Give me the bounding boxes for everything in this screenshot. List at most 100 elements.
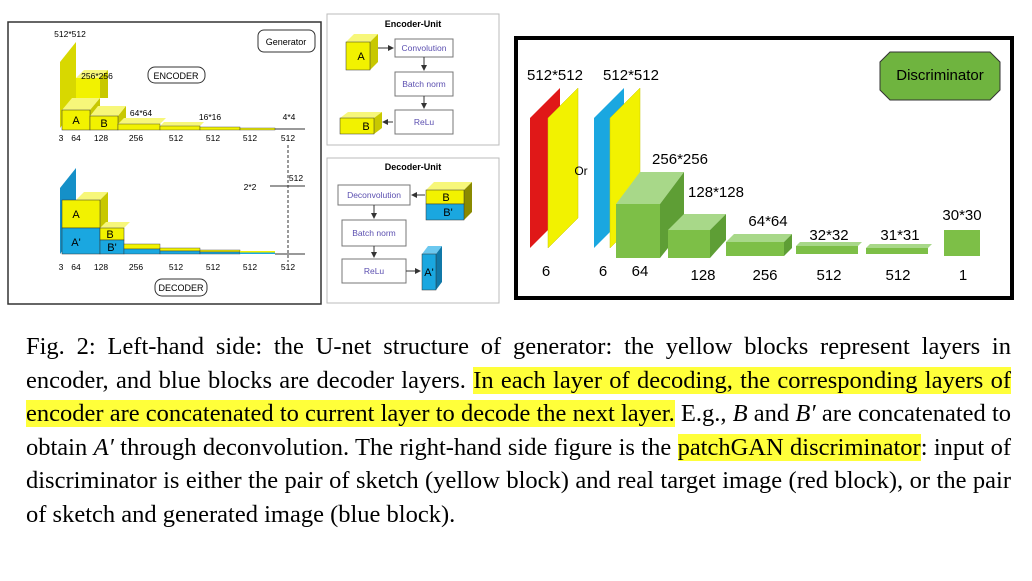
disc-layer-30 — [944, 230, 980, 256]
disc-input-size-2: 512*512 — [603, 67, 659, 84]
generator-frame — [7, 21, 322, 305]
disc-ch-4: 256 — [752, 267, 777, 284]
enc-unit-step-batchnorm-label: Batch norm — [402, 79, 445, 89]
caption-highlight-2: patchGAN discriminator — [677, 433, 921, 461]
decoder-block-a-prime — [61, 227, 101, 255]
bridge-size: 2*2 — [244, 182, 257, 192]
enc-unit-block-a — [345, 41, 371, 71]
encoder-block-16 — [159, 125, 201, 131]
decoder-block-a — [61, 199, 101, 229]
dec-ch-1: 64 — [71, 262, 81, 272]
enc-unit-block-b-label: B — [362, 121, 369, 133]
disc-size-32: 32*32 — [809, 227, 848, 244]
enc-unit-block-a-label: A — [357, 51, 365, 63]
decoder-unit-panel: Decoder-Unit Deconvolution B B' Batch no… — [326, 157, 500, 304]
encoder-label-box — [147, 66, 206, 84]
disc-channels: 6 6 64 128 256 512 512 1 — [542, 263, 967, 284]
encoder-unit-panel: Encoder-Unit A Convolution Batch norm Re… — [326, 13, 500, 146]
generator-title-box — [257, 29, 316, 53]
disc-size-256: 256*256 — [652, 151, 708, 168]
enc-ch-6: 512 — [243, 133, 257, 143]
caption-and: and — [747, 400, 796, 427]
enc-size-64: 64*64 — [130, 108, 152, 118]
disc-ch-3: 128 — [690, 267, 715, 284]
discriminator-panel: Discriminator Or 512*512 512*512 256*256… — [514, 36, 1014, 300]
encoder-block-a-label: A — [72, 115, 80, 127]
enc-unit-step-relu — [394, 109, 454, 135]
generator-panel: Generator A B — [7, 21, 322, 305]
caption-var-b: B — [732, 400, 748, 427]
enc-ch-4: 512 — [169, 133, 183, 143]
discriminator-title-box — [879, 51, 1001, 101]
enc-size-4: 4*4 — [283, 112, 296, 122]
enc-ch-7: 512 — [281, 133, 295, 143]
encoder-blocks: A B — [60, 42, 305, 131]
figure: Generator A B — [7, 13, 1014, 305]
disc-layer-128 — [668, 230, 710, 258]
dec-unit-step-relu — [341, 258, 407, 284]
dec-unit-step-batchnorm-label: Batch norm — [352, 228, 395, 238]
disc-input-size-1: 512*512 — [527, 67, 583, 84]
caption-part4: through deconvolution. The right-hand si… — [113, 433, 678, 461]
dec-ch-2: 128 — [94, 262, 108, 272]
disc-size-31: 31*31 — [880, 227, 919, 244]
caption-part5: : input of discriminator is either the p… — [26, 433, 1011, 528]
disc-ch-1: 6 — [599, 263, 607, 280]
dec-ch-4: 512 — [169, 262, 183, 272]
caption-part2: E.g., — [674, 400, 733, 427]
enc-size-256: 256*256 — [81, 71, 113, 81]
disc-size-64: 64*64 — [748, 213, 787, 230]
decoder-label: DECODER — [158, 283, 204, 293]
generator-title: Generator — [266, 37, 307, 47]
disc-layer-31 — [866, 248, 928, 254]
dec-unit-block-a-prime — [421, 253, 437, 291]
caption-part3: are concatenated to obtain — [26, 400, 1011, 461]
disc-layer-256 — [616, 204, 660, 258]
caption-part1: Left-hand side: the U-net structure of g… — [26, 333, 1011, 394]
enc-ch-2: 128 — [94, 133, 108, 143]
encoder-block-b — [89, 115, 119, 131]
caption-var-a-prime: A′ — [93, 433, 114, 461]
decoder-channels: 3 64 128 256 512 512 512 512 — [59, 262, 296, 272]
disc-ch-7: 1 — [959, 267, 967, 284]
encoder-block-64 — [117, 123, 161, 131]
disc-ch-5: 512 — [816, 267, 841, 284]
disc-size-30: 30*30 — [942, 207, 981, 224]
dec-ch-6: 512 — [243, 262, 257, 272]
enc-ch-3: 256 — [129, 133, 143, 143]
decoder-block-b-label: B — [106, 229, 113, 241]
decoder-unit-title: Decoder-Unit — [385, 162, 442, 172]
dec-unit-step-relu-label: ReLu — [364, 266, 385, 276]
disc-layer-32 — [796, 246, 858, 254]
disc-size-128: 128*128 — [688, 184, 744, 201]
disc-layer-64 — [726, 242, 784, 256]
decoder-block-b-prime-label: B' — [107, 242, 116, 254]
decoder-blocks: A A' B B' — [60, 168, 305, 255]
enc-ch-1: 64 — [71, 133, 81, 143]
disc-yellow-block-1 — [547, 87, 579, 249]
decoder-block-a-prime-label: A' — [71, 237, 80, 249]
disc-ch-0: 6 — [542, 263, 550, 280]
disc-ch-2: 64 — [632, 263, 649, 280]
dec-unit-step-batchnorm — [341, 219, 407, 247]
encoder-block-b-label: B — [100, 118, 107, 130]
figure-caption: Fig. 2: Left-hand side: the U-net struct… — [26, 330, 1011, 531]
encoder-block-8 — [199, 126, 241, 131]
dec-ch-3: 256 — [129, 262, 143, 272]
enc-unit-block-b — [339, 117, 375, 135]
enc-ch-0: 3 — [59, 133, 64, 143]
decoder-label-box — [154, 278, 208, 297]
dec-ch-5: 512 — [206, 262, 220, 272]
dec-ch-7: 512 — [281, 262, 295, 272]
disc-or-label: Or — [574, 164, 587, 178]
bridge-channel: 512 — [289, 173, 303, 183]
discriminator-title: Discriminator — [896, 67, 984, 84]
enc-unit-step-relu-label: ReLu — [414, 117, 435, 127]
enc-unit-step-convolution-label: Convolution — [402, 43, 447, 53]
disc-ch-6: 512 — [885, 267, 910, 284]
dec-ch-0: 3 — [59, 262, 64, 272]
decoder-block-a-label: A — [72, 209, 80, 221]
enc-size-16: 16*16 — [199, 112, 221, 122]
dec-unit-block-b-prime-label: B' — [443, 207, 452, 219]
dec-unit-block-b-label: B — [442, 192, 449, 204]
